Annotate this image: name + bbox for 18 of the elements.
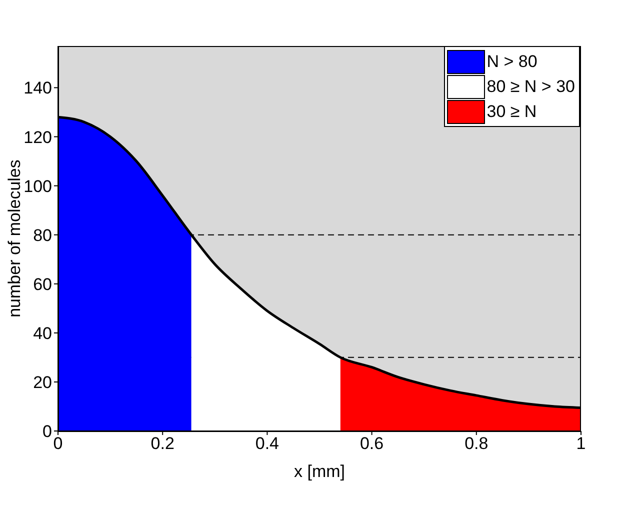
x-tick-label: 0.8 [464,434,488,454]
y-tick-label: 140 [24,78,52,98]
y-tick-label: 120 [24,128,52,147]
legend-label: 30 ≥ N [486,102,537,122]
y-tick-label: 40 [33,324,52,343]
legend-label: N > 80 [486,52,538,72]
x-tick-label: 1 [576,434,586,454]
legend-label: 80 ≥ N > 30 [486,76,575,96]
x-axis-title: x [mm] [294,462,345,481]
y-tick-label: 20 [33,372,52,392]
x-tick-label: 0.4 [255,434,280,454]
y-axis-title: number of molecules [5,160,24,318]
y-tick-label: 60 [33,274,52,294]
x-tick-label: 0.6 [360,434,384,454]
y-tick-label: 0 [42,422,52,442]
y-tick-label: 100 [24,176,52,196]
y-tick-label: 80 [33,226,52,245]
x-tick-label: 0.2 [150,434,174,454]
